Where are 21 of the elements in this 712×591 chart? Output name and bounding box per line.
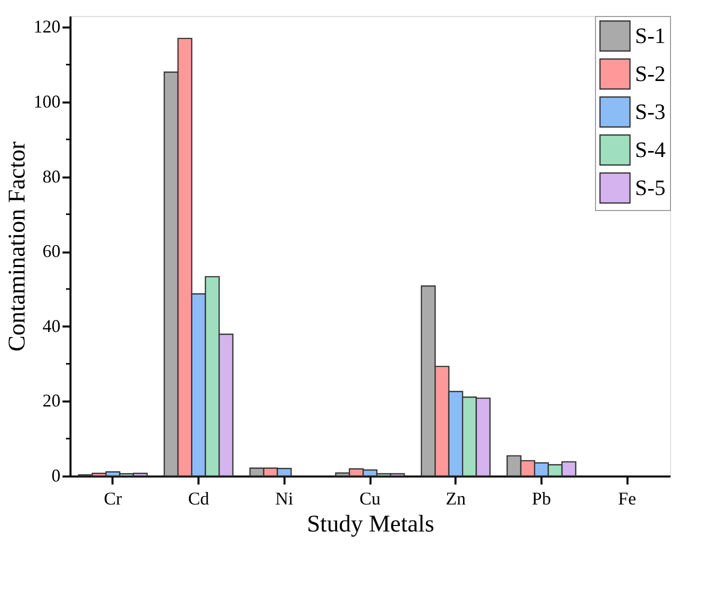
- y-tick-label: 80: [42, 166, 60, 186]
- y-tick-label: 120: [34, 16, 60, 37]
- x-tick-label: Ni: [275, 488, 294, 508]
- x-tick-label: Pb: [532, 488, 551, 508]
- x-tick-label: Cd: [188, 488, 210, 508]
- legend-label: S-5: [635, 175, 666, 200]
- y-tick-label: 100: [34, 92, 60, 112]
- x-axis-title: Study Metals: [306, 512, 434, 538]
- legend-label: S-3: [635, 99, 666, 124]
- y-tick-label: 60: [42, 241, 60, 262]
- legend-label: S-2: [635, 61, 666, 86]
- x-tick-label: Zn: [446, 488, 466, 508]
- x-tick-label: Fe: [618, 488, 636, 508]
- y-tick-label: 0: [52, 466, 60, 486]
- x-tick-label: Cu: [359, 488, 381, 508]
- legend-label: S-4: [635, 137, 666, 162]
- y-tick-label: 20: [42, 390, 60, 411]
- legend-label: S-1: [635, 23, 666, 48]
- y-tick-label: 40: [42, 316, 60, 336]
- x-tick-label: Cr: [104, 488, 122, 508]
- y-axis-title: Contamination Factor: [4, 142, 30, 352]
